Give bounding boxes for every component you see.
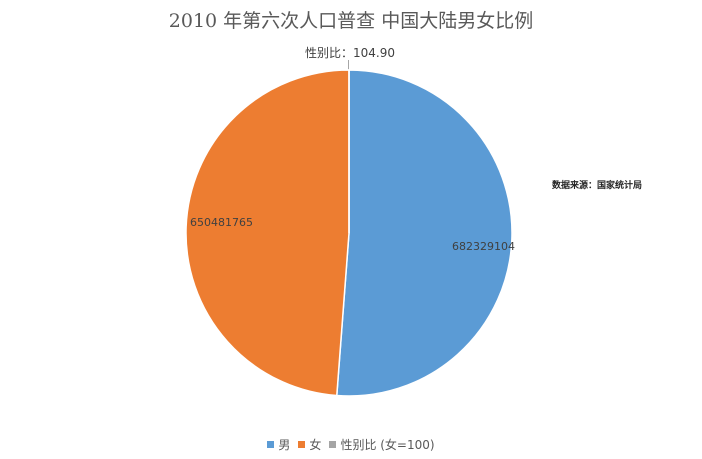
legend-swatch-male (267, 441, 275, 448)
legend-swatch-sex-ratio (329, 441, 337, 448)
sex-ratio-label: 性别比：104.90 (305, 44, 395, 61)
legend-item-female: 女 (298, 436, 321, 453)
legend-label-male: 男 (278, 438, 291, 452)
legend-swatch-female (298, 441, 306, 448)
sex-ratio-prefix: 性别比： (305, 46, 354, 60)
legend: 男 女 性别比 (女=100) (0, 436, 702, 453)
sex-ratio-leader-line (348, 60, 349, 70)
data-label-female: 650481765 (190, 216, 253, 229)
data-label-male: 682329104 (452, 240, 515, 253)
legend-item-male: 男 (267, 436, 290, 453)
pie-slice-male (335, 69, 513, 397)
chart-title: 2010 年第六次人口普查 中国大陆男女比例 (168, 10, 534, 32)
pie-slice-female (185, 69, 350, 397)
source-note: 数据来源：国家统计局 (552, 181, 643, 191)
legend-label-sex-ratio: 性别比 (女=100) (340, 438, 435, 452)
sex-ratio-value: 104.90 (353, 46, 396, 60)
legend-item-sex-ratio: 性别比 (女=100) (329, 436, 435, 453)
legend-label-female: 女 (309, 438, 322, 452)
